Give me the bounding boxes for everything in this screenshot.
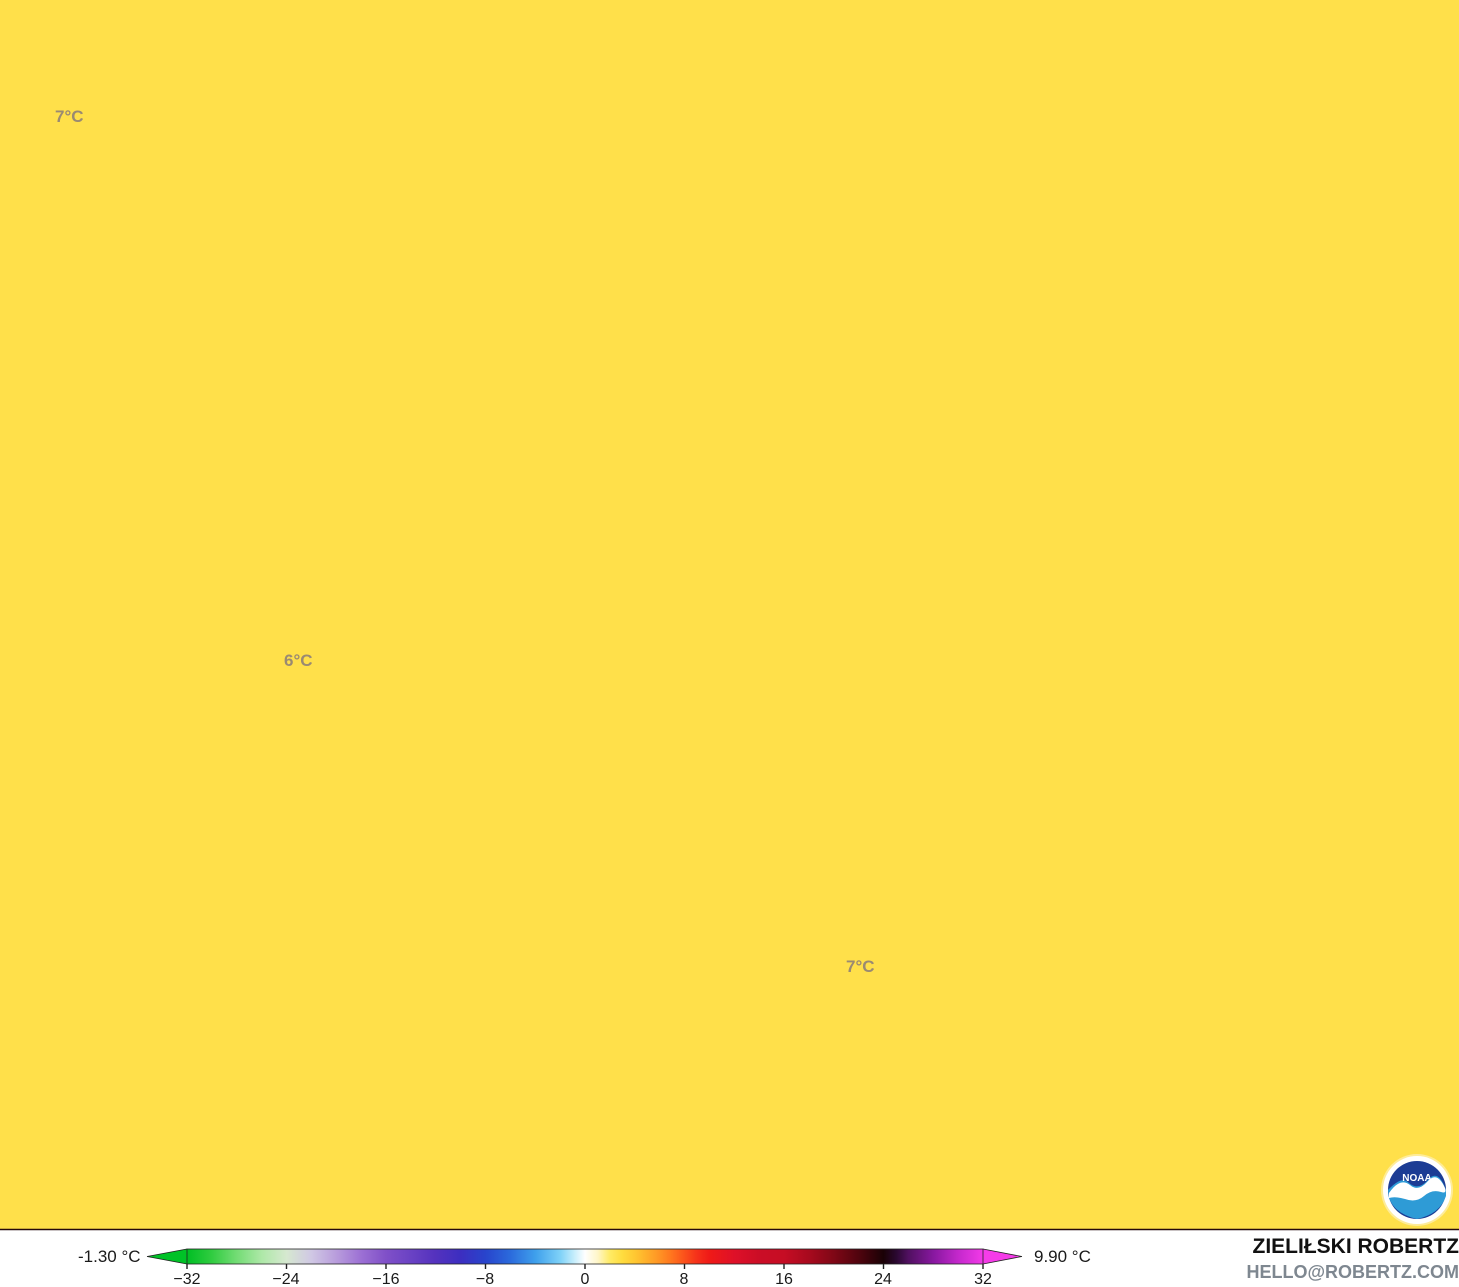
- svg-text:0: 0: [581, 1271, 590, 1287]
- svg-text:−8: −8: [476, 1271, 494, 1287]
- svg-text:−32: −32: [173, 1271, 200, 1287]
- svg-text:16: 16: [775, 1271, 793, 1287]
- svg-text:HELLO@ROBERTZ.COM: HELLO@ROBERTZ.COM: [1246, 1262, 1459, 1282]
- svg-text:NOAA: NOAA: [1402, 1173, 1431, 1184]
- svg-text:-1.30 °C: -1.30 °C: [78, 1247, 141, 1266]
- svg-text:32: 32: [974, 1271, 992, 1287]
- svg-text:7°C: 7°C: [55, 107, 84, 126]
- svg-text:7°C: 7°C: [846, 957, 875, 976]
- svg-text:ZIELIŁSKI ROBERTZ: ZIELIŁSKI ROBERTZ: [1253, 1235, 1459, 1258]
- svg-text:−24: −24: [272, 1271, 299, 1287]
- svg-text:8: 8: [680, 1271, 689, 1287]
- svg-text:9.90 °C: 9.90 °C: [1034, 1247, 1091, 1266]
- svg-text:6°C: 6°C: [284, 651, 313, 670]
- svg-text:−16: −16: [372, 1271, 399, 1287]
- svg-text:24: 24: [874, 1271, 892, 1287]
